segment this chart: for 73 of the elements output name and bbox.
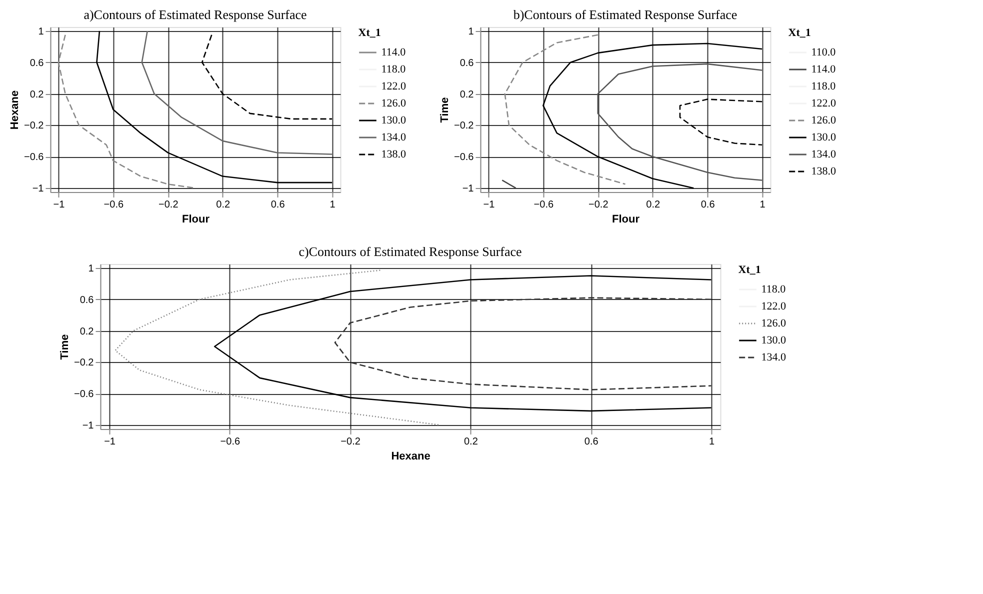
x-tick-label: −1	[483, 200, 496, 210]
y-axis-title: Time	[439, 97, 452, 123]
x-axis-title: Hexane	[391, 450, 430, 462]
legend-title: Xt_1	[788, 27, 811, 39]
y-tick-label: 0.6	[30, 58, 44, 69]
y-tick-label: 1	[38, 26, 44, 38]
line-series	[504, 34, 626, 185]
legend-label: 118.0	[381, 64, 406, 76]
x-tick-label: 1	[330, 200, 336, 210]
y-axis-title: Time	[59, 334, 72, 360]
x-tick-label: −0.2	[158, 200, 179, 210]
legend-label: 138.0	[381, 148, 406, 160]
chart-title: b)Contours of Estimated Response Surface	[513, 6, 738, 22]
y-tick-label: 1	[468, 26, 474, 38]
legend-label: 114.0	[381, 46, 406, 58]
legend-label: 122.0	[811, 98, 836, 110]
line-series	[114, 270, 441, 426]
y-tick-label: −1	[82, 420, 94, 432]
legend-label: 130.0	[811, 132, 836, 144]
y-tick-label: −0.6	[454, 152, 474, 164]
chart-title: c)Contours of Estimated Response Surface	[298, 244, 522, 259]
line-series	[58, 34, 196, 189]
x-axis-title: Flour	[612, 214, 640, 226]
legend-label: 126.0	[761, 318, 786, 330]
legend-label: 138.0	[811, 166, 836, 178]
y-tick-label: −0.6	[74, 389, 94, 400]
legend-label: 122.0	[381, 80, 406, 92]
x-tick-label: −1	[53, 200, 66, 210]
legend-label: 130.0	[761, 334, 786, 346]
legend-label: 118.0	[811, 80, 836, 92]
legend-label: 126.0	[811, 114, 836, 126]
x-tick-label: −0.2	[588, 200, 609, 210]
line-series	[334, 297, 712, 390]
legend-label: 122.0	[761, 300, 786, 312]
legend-label: 134.0	[761, 352, 786, 364]
legend-label: 134.0	[381, 132, 406, 144]
y-tick-label: −0.2	[24, 120, 44, 132]
legend-label: 118.0	[761, 284, 786, 296]
legend-title: Xt_1	[358, 27, 381, 39]
x-tick-label: −0.6	[534, 200, 554, 210]
x-tick-label: 0.6	[700, 200, 716, 210]
y-tick-label: −0.6	[24, 152, 44, 164]
legend-title: Xt_1	[738, 264, 761, 276]
legend-label: 110.0	[811, 46, 836, 58]
line-series	[597, 63, 763, 181]
y-tick-label: 0.2	[30, 89, 44, 100]
x-tick-label: −0.6	[220, 436, 240, 448]
legend-label: 114.0	[811, 64, 836, 76]
y-tick-label: 1	[88, 263, 94, 274]
x-tick-label: −1	[104, 436, 116, 448]
x-tick-label: 0.2	[646, 200, 660, 210]
x-tick-label: 1	[760, 200, 766, 210]
legend-label: 126.0	[381, 98, 406, 110]
line-series	[141, 30, 333, 155]
y-tick-label: 0.2	[460, 89, 474, 100]
x-tick-label: 0.2	[216, 200, 230, 210]
y-tick-label: −1	[462, 184, 474, 195]
y-tick-label: −0.2	[74, 358, 94, 369]
y-axis-title: Hexane	[9, 90, 22, 130]
y-tick-label: −1	[32, 184, 44, 195]
y-tick-label: 0.2	[80, 326, 94, 338]
legend-label: 130.0	[381, 114, 406, 126]
x-tick-label: 1	[708, 436, 715, 448]
x-tick-label: 0.6	[270, 200, 286, 210]
legend-label: 134.0	[811, 148, 836, 160]
x-tick-label: −0.6	[104, 200, 124, 210]
x-tick-label: 0.6	[584, 436, 599, 448]
x-axis-title: Flour	[182, 214, 210, 226]
x-tick-label: −0.2	[340, 436, 361, 448]
y-tick-label: 0.6	[80, 294, 94, 306]
y-tick-label: 0.6	[460, 58, 474, 69]
y-tick-label: −0.2	[454, 120, 474, 132]
chart-title: a)Contours of Estimated Response Surface	[84, 6, 308, 22]
